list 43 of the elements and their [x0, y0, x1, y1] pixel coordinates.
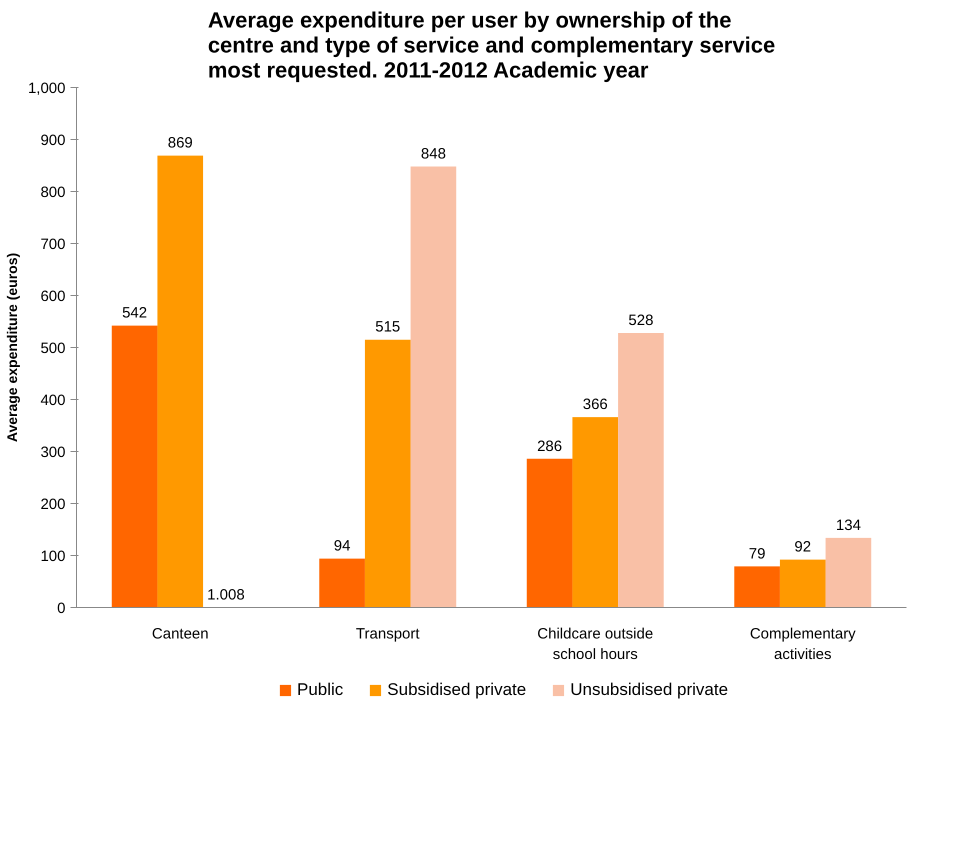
- bar: [157, 156, 204, 608]
- x-tick-label: Transport: [356, 626, 420, 642]
- x-tick-label: Childcare outside school hours: [537, 626, 654, 663]
- y-tick-label: 500: [40, 340, 66, 357]
- y-tick-label: 800: [40, 184, 66, 201]
- y-tick-label: 400: [40, 392, 66, 409]
- y-tick-label: 700: [40, 236, 66, 253]
- data-label: 869: [168, 134, 193, 152]
- y-tick-label: 100: [40, 548, 66, 565]
- bar: [780, 560, 826, 608]
- data-label: 528: [628, 312, 654, 329]
- legend-label: Unsubsidised private: [570, 680, 728, 700]
- chart-title: Average expenditure per user by ownership of the centre and type of service and complementary service most requested. 2011-2012 Academic year: [208, 8, 776, 82]
- bar: [410, 166, 456, 608]
- data-label: 848: [420, 146, 446, 163]
- bar: [618, 332, 664, 608]
- y-tick-label: 0: [57, 600, 66, 617]
- data-label: 286: [537, 438, 562, 455]
- data-label: 515: [375, 318, 400, 336]
- bar: [526, 458, 572, 608]
- data-label: 366: [582, 396, 608, 414]
- bar: [364, 340, 411, 608]
- data-label: 134: [836, 516, 861, 534]
- data-label: 92: [794, 538, 812, 556]
- legend-label: Subsidised private: [387, 680, 526, 700]
- bar: [112, 326, 158, 608]
- y-tick-label: 1,000: [28, 80, 66, 97]
- x-tick-label: Complementary activities: [750, 626, 856, 663]
- text: 1.008: [207, 586, 245, 604]
- data-label: 94: [334, 538, 350, 555]
- data-label: 542: [122, 304, 148, 322]
- y-tick-label: 600: [40, 288, 66, 305]
- bar: [572, 417, 618, 608]
- y-tick-label: 900: [40, 132, 66, 149]
- bar: [734, 566, 780, 608]
- data-label: 79: [748, 545, 766, 562]
- x-tick-label: Canteen: [152, 626, 209, 642]
- bar: [319, 558, 365, 608]
- y-tick-label: 200: [40, 496, 66, 513]
- y-axis-title: Average expenditure (euros): [4, 252, 20, 442]
- y-tick-label: 300: [40, 444, 66, 461]
- bar: [826, 538, 872, 608]
- legend-label: Public: [296, 680, 344, 700]
